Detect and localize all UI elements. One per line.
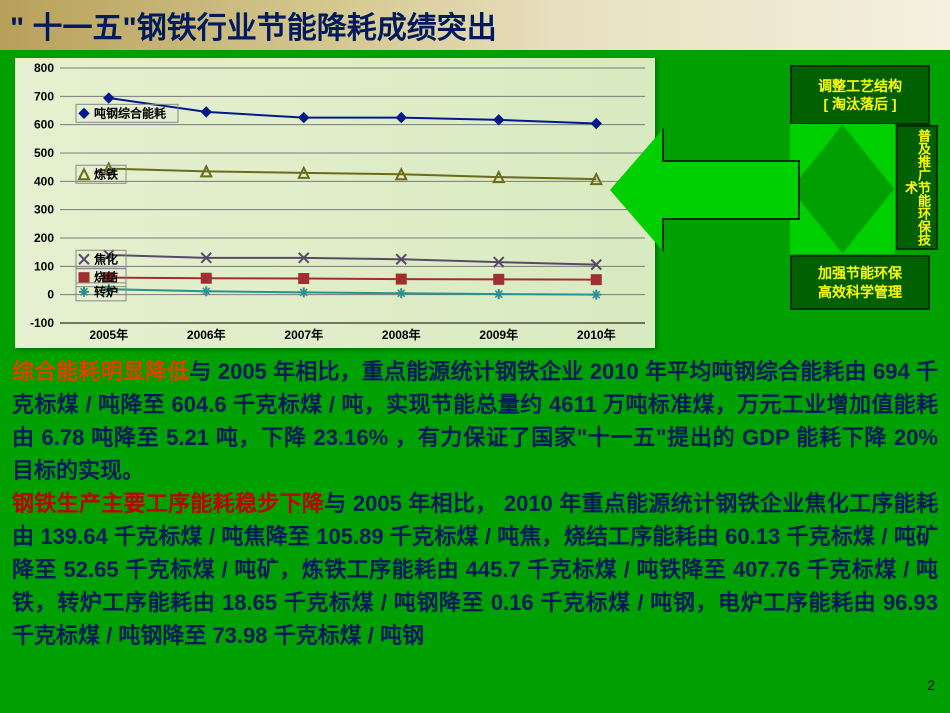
triangle-icon	[842, 124, 895, 190]
svg-text:2008年: 2008年	[382, 327, 421, 342]
arrow-diagram: 调整工艺结构[ 淘汰落后 ] 普及推广节能环保技术 加强节能环保高效科学管理	[660, 60, 940, 320]
svg-text:2009年: 2009年	[479, 327, 518, 342]
title-bar: " 十一五"钢铁行业节能降耗成绩突出	[0, 0, 950, 50]
info-right-box: 普及推广节能环保技术	[896, 125, 938, 250]
arrow-body-icon	[660, 160, 800, 220]
svg-text:600: 600	[34, 118, 54, 132]
svg-text:0: 0	[47, 288, 54, 302]
page-title: " 十一五"钢铁行业节能降耗成绩突出	[10, 3, 497, 47]
svg-text:2006年: 2006年	[187, 327, 226, 342]
info-top-box: 调整工艺结构[ 淘汰落后 ]	[790, 65, 930, 125]
svg-text:100: 100	[34, 259, 54, 273]
svg-text:焦化: 焦化	[93, 251, 118, 266]
svg-text:2005年: 2005年	[89, 327, 128, 342]
arrow-head-icon	[610, 130, 662, 250]
svg-text:炼铁: 炼铁	[94, 166, 118, 181]
svg-text:300: 300	[34, 203, 54, 217]
body-text: 综合能耗明显降低与 2005 年相比，重点能源统计钢铁企业 2010 年平均吨钢…	[12, 355, 938, 652]
svg-text:700: 700	[34, 89, 54, 103]
svg-text:200: 200	[34, 231, 54, 245]
energy-chart: -100 0 100 200 300 400 500 600 700 800 2005年 2006年 2…	[15, 58, 655, 348]
svg-text:转炉: 转炉	[94, 284, 118, 299]
svg-text:吨钢综合能耗: 吨钢综合能耗	[94, 105, 166, 120]
svg-text:2007年: 2007年	[284, 327, 323, 342]
info-bottom-box: 加强节能环保高效科学管理	[790, 255, 930, 310]
para2-label: 钢铁生产主要工序能耗稳步下降	[12, 491, 324, 516]
svg-text:2010年: 2010年	[577, 327, 616, 342]
svg-text:500: 500	[34, 146, 54, 160]
triangle-icon	[842, 188, 895, 254]
svg-text:800: 800	[34, 61, 54, 75]
svg-text:-100: -100	[30, 316, 54, 330]
para1-label: 综合能耗明显降低	[12, 359, 189, 384]
page-number: 2	[927, 677, 935, 693]
svg-text:400: 400	[34, 174, 54, 188]
